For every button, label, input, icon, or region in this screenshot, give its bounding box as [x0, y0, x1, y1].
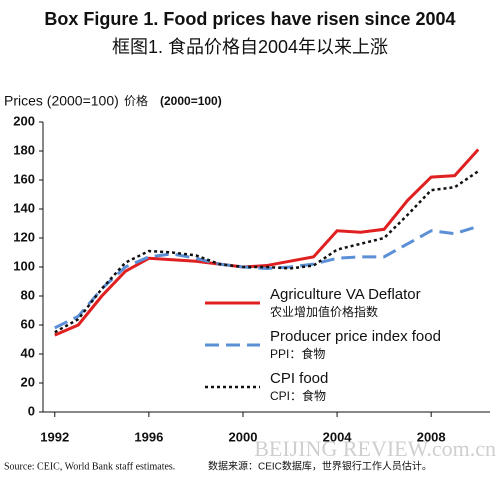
x-tick-label: 1996	[134, 429, 163, 444]
source: Source: CEIC, World Bank staff estimates…	[4, 461, 175, 472]
legend-label-zh: CPI：食物	[270, 388, 326, 403]
y-tick-label: 60	[21, 316, 35, 331]
y-tick-label: 80	[21, 287, 35, 302]
x-tick-label: 1992	[40, 429, 69, 444]
source-zh: 数据来源：CEIC数据库，世界银行工作人员估计。	[208, 460, 432, 473]
legend-label: CPI food	[270, 370, 328, 387]
y-tick-label: 20	[21, 374, 35, 389]
y-tick-label: 0	[28, 403, 35, 418]
series-line	[54, 224, 479, 330]
legend-label-zh: 农业增加值价格指数	[270, 304, 378, 319]
chart-title: Box Figure 1. Food prices have risen sin…	[44, 9, 455, 29]
x-tick-label: 2004	[323, 429, 353, 444]
y-tick-label: 100	[13, 258, 35, 273]
chart-subtitle: 框图1. 食品价格自2004年以来上涨	[112, 37, 388, 57]
legend-label-zh: PPI：食物	[270, 346, 325, 361]
x-tick-label: 2008	[417, 429, 446, 444]
y-axis-label: Prices (2000=100)	[4, 93, 119, 109]
legend-label: Producer price index food	[270, 328, 441, 345]
y-tick-label: 40	[21, 345, 35, 360]
y-tick-label: 180	[13, 142, 35, 157]
legend-label: Agriculture VA Deflator	[270, 286, 421, 303]
y-tick-label: 200	[13, 113, 35, 128]
y-axis-label-zh: 价格	[124, 93, 148, 108]
x-tick-label: 2000	[229, 429, 258, 444]
series-line	[54, 148, 480, 337]
watermark: BEIJING REVIEW.com.cn	[254, 436, 496, 461]
y-tick-label: 120	[13, 229, 35, 244]
y-tick-label: 160	[13, 171, 35, 186]
y-axis-label-note: (2000=100)	[160, 94, 222, 108]
y-tick-label: 140	[13, 200, 35, 215]
series-line	[54, 170, 479, 334]
